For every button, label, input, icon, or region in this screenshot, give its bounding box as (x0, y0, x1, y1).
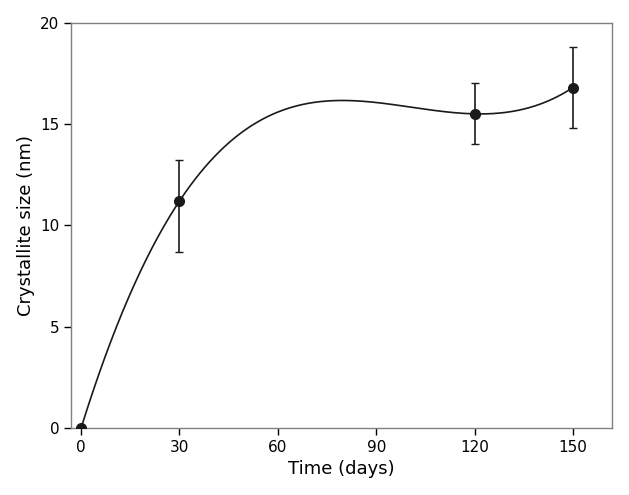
X-axis label: Time (days): Time (days) (289, 460, 395, 478)
Y-axis label: Crystallite size (nm): Crystallite size (nm) (16, 135, 35, 316)
